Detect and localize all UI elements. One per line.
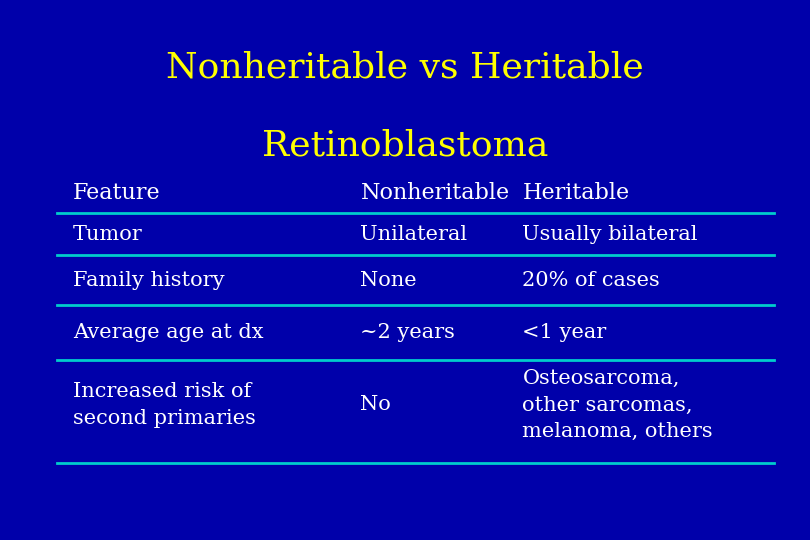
Text: None: None xyxy=(360,271,417,289)
Text: Unilateral: Unilateral xyxy=(360,225,467,244)
Text: Tumor: Tumor xyxy=(73,225,143,244)
Text: 20% of cases: 20% of cases xyxy=(522,271,660,289)
Text: Increased risk of
second primaries: Increased risk of second primaries xyxy=(73,382,256,428)
Text: ~2 years: ~2 years xyxy=(360,322,455,341)
Text: Average age at dx: Average age at dx xyxy=(73,322,263,341)
Text: Nonheritable vs Heritable: Nonheritable vs Heritable xyxy=(166,50,644,84)
Text: Heritable: Heritable xyxy=(522,182,629,204)
Text: Feature: Feature xyxy=(73,182,160,204)
Text: Retinoblastoma: Retinoblastoma xyxy=(262,128,548,162)
Text: Usually bilateral: Usually bilateral xyxy=(522,225,698,244)
Text: No: No xyxy=(360,395,391,415)
Text: <1 year: <1 year xyxy=(522,322,607,341)
Text: Nonheritable: Nonheritable xyxy=(360,182,509,204)
Text: Osteosarcoma,
other sarcomas,
melanoma, others: Osteosarcoma, other sarcomas, melanoma, … xyxy=(522,369,713,441)
Text: Family history: Family history xyxy=(73,271,224,289)
